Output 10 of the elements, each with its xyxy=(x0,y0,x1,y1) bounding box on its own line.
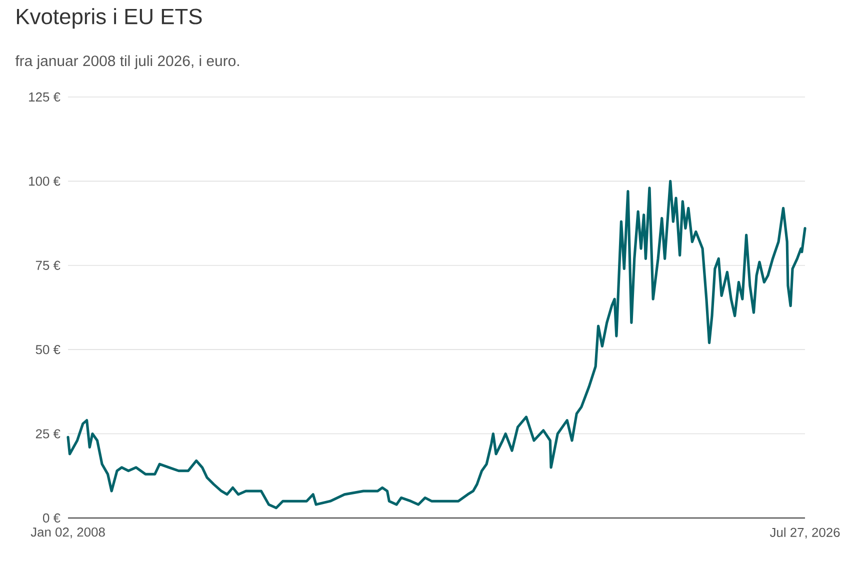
y-tick-label: 50 € xyxy=(36,344,60,354)
chart-subtitle: fra januar 2008 til juli 2026, i euro. xyxy=(15,55,239,70)
x-tick-label: Jan 02, 2008 xyxy=(30,528,105,538)
x-tick-label: Jul 27, 2026 xyxy=(770,528,840,539)
chart-title: Kvotepris i EU ETS xyxy=(17,8,202,29)
y-tick-label: 125 € xyxy=(29,92,60,102)
y-tick-label: 25 € xyxy=(36,429,60,438)
y-tick-label: 100 € xyxy=(29,176,60,186)
y-tick-label: 75 € xyxy=(36,260,60,270)
y-tick-label: 0 € xyxy=(42,513,60,523)
